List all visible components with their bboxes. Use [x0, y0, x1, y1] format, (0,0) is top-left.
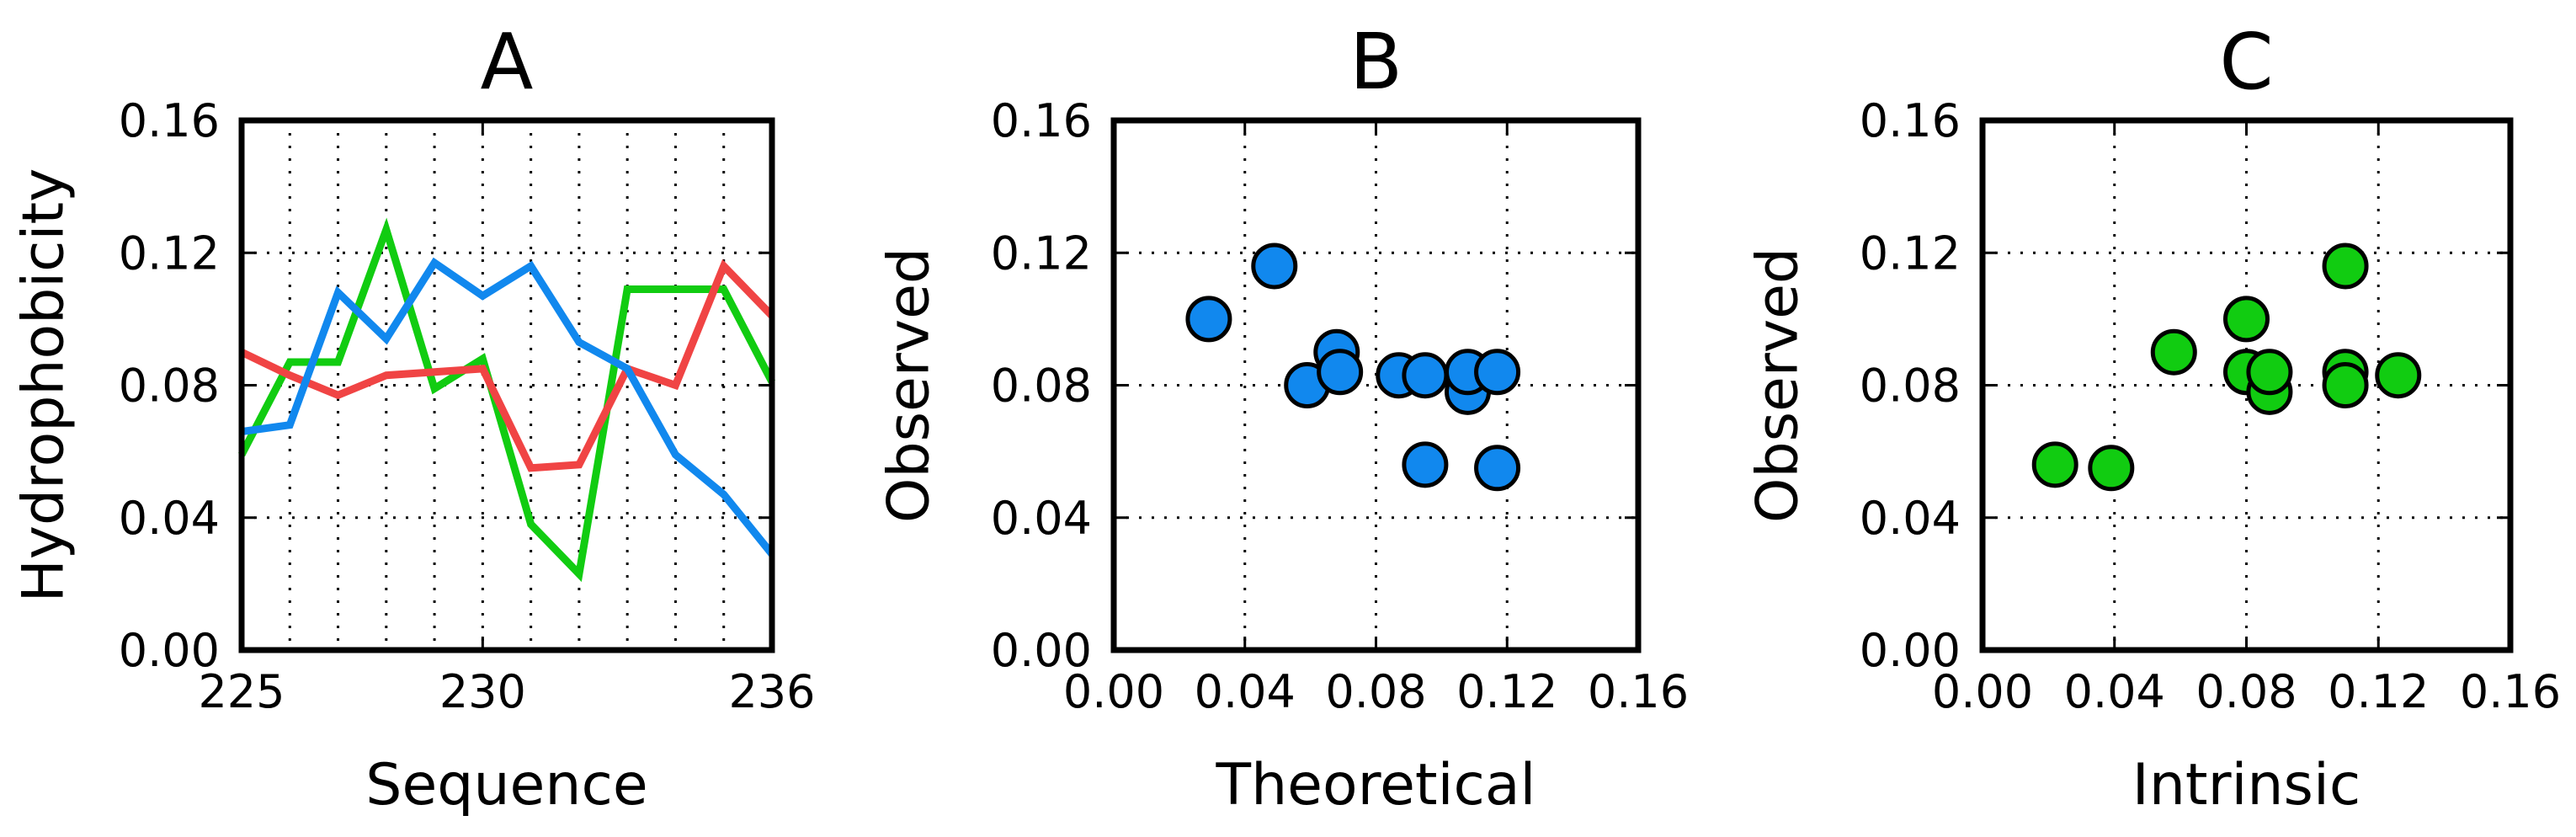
plot-frame [238, 117, 775, 653]
y-tick-label: 0.12 [1860, 227, 1961, 280]
chart-title: A [481, 17, 534, 107]
y-axis-label: Observed [1745, 248, 1812, 523]
data-point [1474, 445, 1521, 492]
x-tick-label: 0.04 [1195, 665, 1296, 718]
y-tick-label: 0.12 [991, 227, 1092, 280]
y-tick-label: 0.00 [991, 624, 1092, 677]
y-tick-label: 0.08 [1860, 360, 1961, 413]
y-tick-label: 0.08 [991, 360, 1092, 413]
x-tick-label: 230 [439, 665, 526, 718]
x-tick-label: 0.04 [2064, 665, 2165, 718]
plot-frame [1110, 117, 1642, 653]
y-tick-label: 0.16 [1860, 94, 1961, 147]
x-tick-label: 236 [728, 665, 815, 718]
data-point [1185, 296, 1232, 343]
y-tick-label: 0.16 [991, 94, 1092, 147]
panel-c: 0.00 0.04 0.08 0.12 0.16 0.00 0.04 0.08 0.12 0.16… [1745, 17, 2562, 818]
series-line-green [238, 217, 775, 583]
x-tick-label: 0.08 [2195, 665, 2297, 718]
series-line-red [240, 259, 775, 472]
x-axis-label: Intrinsic [2132, 752, 2360, 818]
data-point [2150, 328, 2197, 376]
x-tick-label: 0.00 [1063, 665, 1164, 718]
y-tick-label: 0.04 [1860, 492, 1961, 545]
data-point [2246, 349, 2293, 396]
y-tick-label: 0.00 [1860, 624, 1961, 677]
panel-a: 225 230 236 0.00 0.04 0.08 0.12 0.16 A Sequence Hy… [11, 17, 816, 818]
x-tick-label: 0.12 [2328, 665, 2429, 718]
plot-frame [1979, 117, 2514, 653]
data-point [1402, 352, 1449, 399]
y-tick-label: 0.12 [119, 227, 220, 280]
y-tick-label: 0.16 [119, 94, 220, 147]
y-tick-label: 0.08 [119, 360, 220, 413]
x-axis-label: Sequence [365, 752, 647, 818]
data-point [2375, 352, 2422, 399]
data-point [1402, 441, 1449, 488]
y-tick-label: 0.04 [119, 492, 220, 545]
data-point [1251, 243, 1298, 290]
y-tick-label: 0.04 [991, 492, 1092, 545]
x-tick-label: 0.16 [2460, 665, 2561, 718]
data-point [2223, 296, 2270, 343]
y-tick-label: 0.00 [119, 624, 220, 677]
data-point [2322, 243, 2369, 290]
y-axis-label: Hydrophobicity [11, 168, 77, 603]
x-axis-label: Theoretical [1216, 752, 1536, 818]
x-tick-label: 0.08 [1325, 665, 1426, 718]
x-tick-label: 0.00 [1932, 665, 2033, 718]
y-axis-label: Observed [876, 248, 943, 523]
panel-b: 0.00 0.04 0.08 0.12 0.16 0.00 0.04 0.08 0.12 0.16… [876, 17, 1690, 818]
series-line-blue [241, 257, 775, 557]
data-point [2031, 441, 2078, 488]
data-point [2322, 362, 2369, 408]
x-tick-label: 225 [198, 665, 285, 718]
chart-title: B [1349, 17, 1402, 107]
x-tick-label: 0.16 [1588, 665, 1689, 718]
chart-title: C [2219, 17, 2273, 107]
x-tick-label: 0.12 [1456, 665, 1557, 718]
data-point [1317, 349, 1364, 396]
data-point [2088, 445, 2135, 492]
data-point [1474, 349, 1521, 396]
